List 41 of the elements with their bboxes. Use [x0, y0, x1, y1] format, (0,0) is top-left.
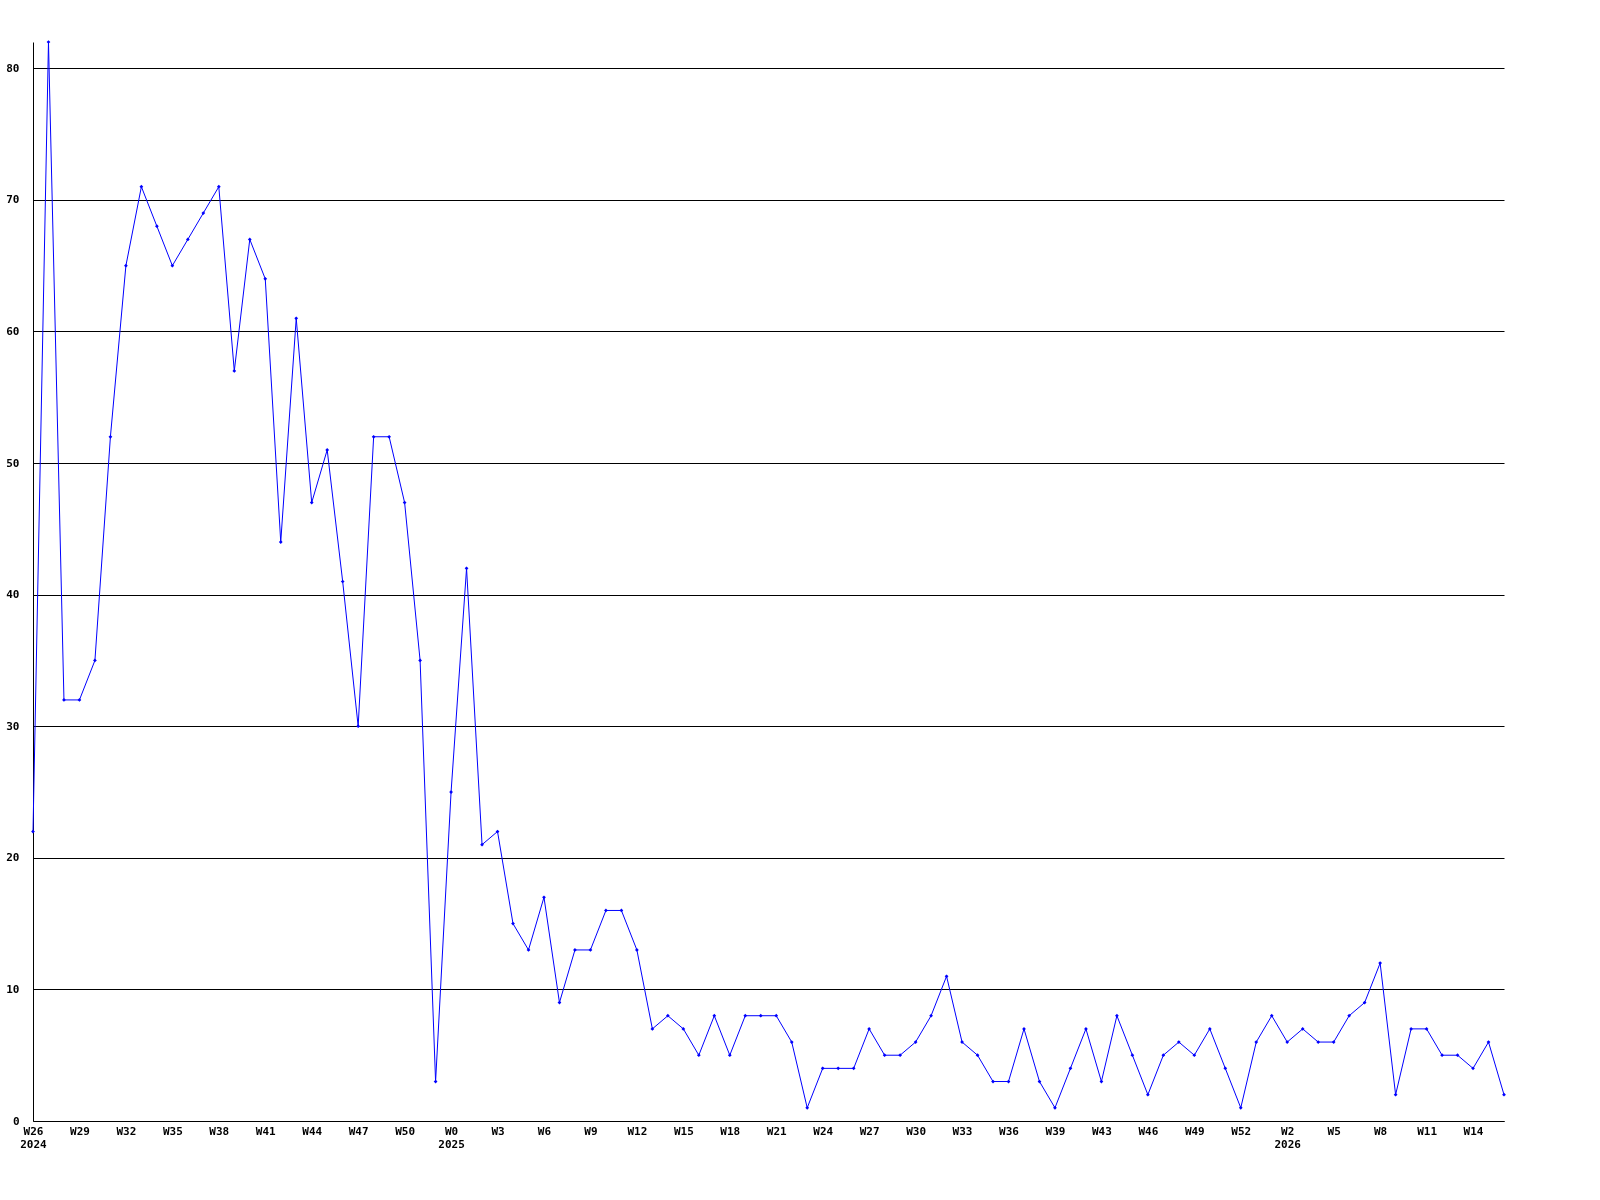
y-tick-label: 80: [6, 61, 20, 75]
x-tick-label: W14: [1463, 1124, 1484, 1138]
y-tick-label: 10: [6, 982, 20, 996]
x-tick-label: W6: [537, 1124, 552, 1138]
x-tick-label: W44: [302, 1124, 323, 1138]
x-tick-label: W47: [348, 1124, 369, 1138]
x-tick-label: W24: [813, 1124, 834, 1138]
x-tick-label: W50: [395, 1124, 416, 1138]
x-tick-label: W33: [952, 1124, 973, 1138]
x-tick-label: W26 2024: [20, 1124, 48, 1151]
x-tick-label: W5: [1327, 1124, 1341, 1138]
x-tick-label: W49: [1184, 1124, 1205, 1138]
x-tick-label: W15: [673, 1124, 694, 1138]
y-tick-label: 70: [6, 193, 20, 207]
x-tick-label: W39: [1045, 1124, 1066, 1138]
x-tick-label: W38: [209, 1124, 230, 1138]
y-tick-label: 20: [6, 851, 20, 865]
x-tick-label: W41: [255, 1124, 277, 1138]
y-tick-label: 40: [6, 588, 20, 602]
y-tick-label: 50: [6, 456, 20, 470]
x-tick-label: W29: [70, 1124, 90, 1138]
x-tick-label: W30: [906, 1124, 927, 1138]
x-tick-label: W12: [627, 1124, 648, 1138]
x-tick-label: W18: [720, 1124, 741, 1138]
y-tick-label: 30: [6, 719, 20, 733]
x-tick-label: W32: [116, 1124, 137, 1138]
x-tick-label: W11: [1417, 1124, 1438, 1138]
x-tick-label: W2 2026: [1274, 1124, 1302, 1151]
x-tick-label: W8: [1374, 1124, 1388, 1138]
x-tick-label: W52: [1231, 1124, 1252, 1138]
x-tick-label: W27: [859, 1124, 880, 1138]
x-tick-label: W36: [999, 1124, 1020, 1138]
x-tick-label: W3: [491, 1124, 505, 1138]
x-tick-label: W0 2025: [438, 1124, 465, 1151]
x-tick-label: W43: [1091, 1124, 1112, 1138]
x-tick-label: W46: [1138, 1124, 1159, 1138]
y-tick-label: 60: [6, 324, 20, 338]
x-tick-label: W35: [162, 1124, 183, 1138]
y-tick-label: 0: [12, 1114, 20, 1128]
x-tick-label: W9: [584, 1124, 598, 1138]
x-tick-label: W21: [766, 1124, 788, 1138]
